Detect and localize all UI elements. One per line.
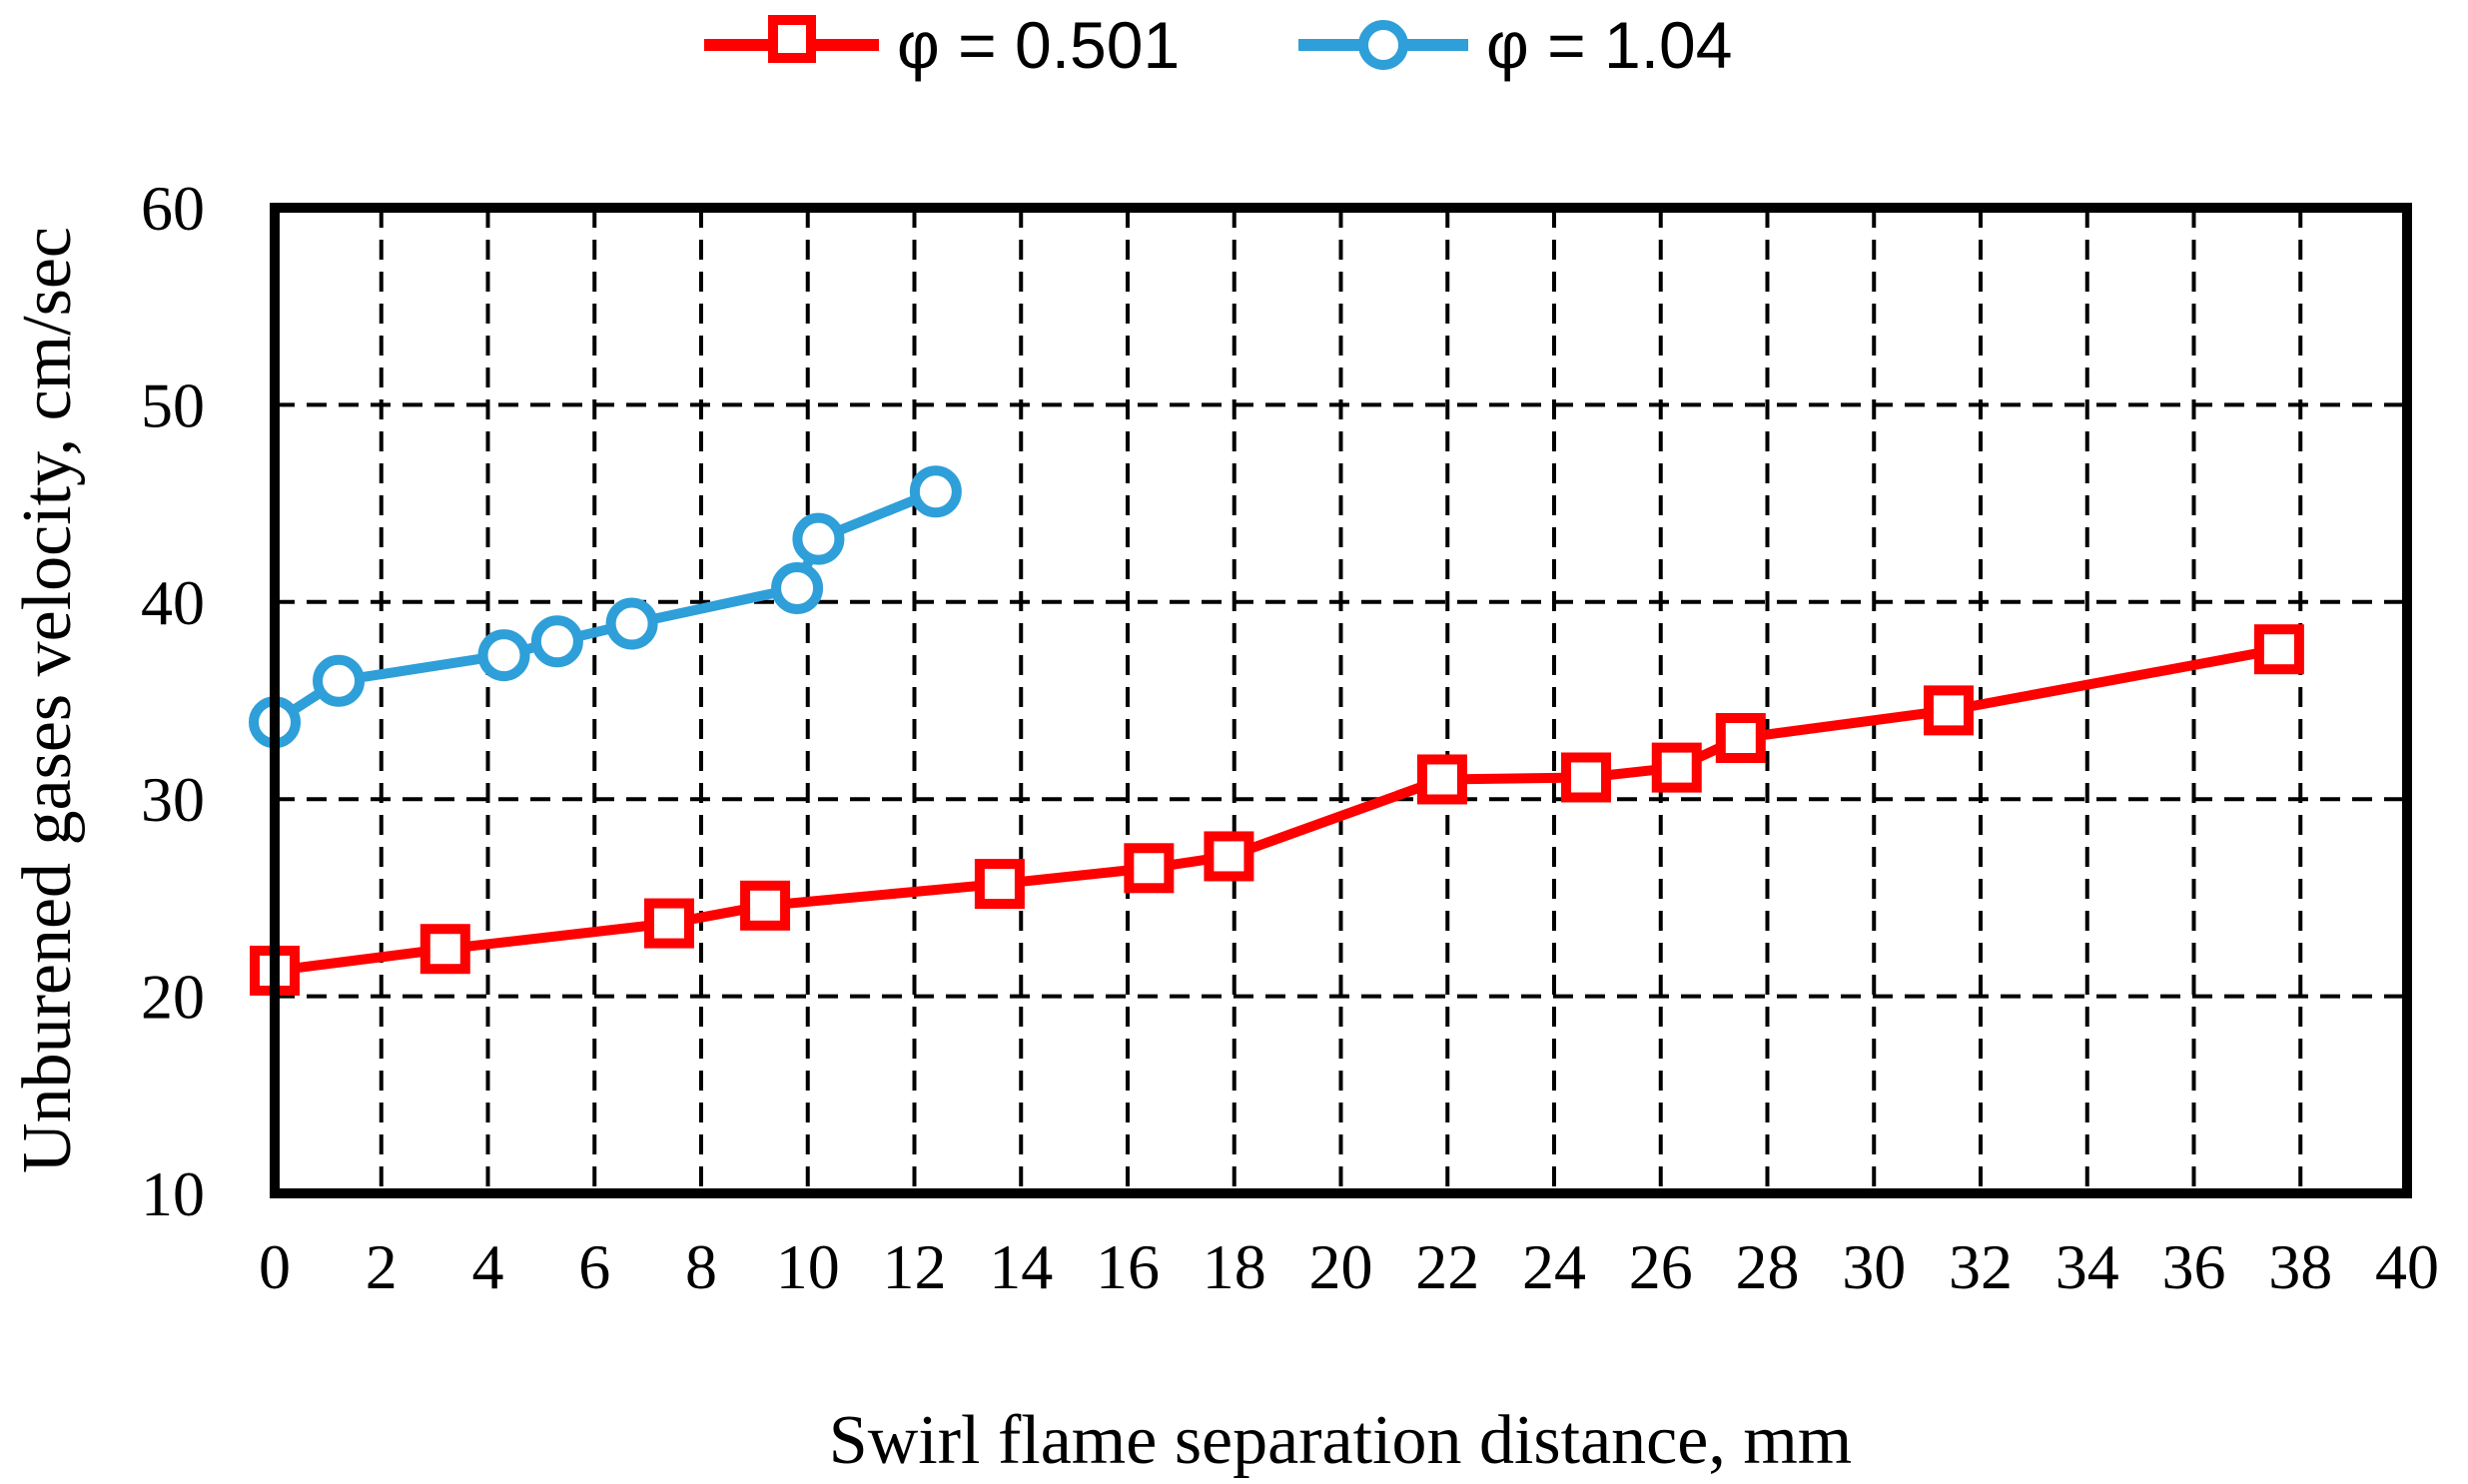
legend-label-series-1: φ = 0.501 <box>897 8 1180 82</box>
legend-marker-circle <box>1358 20 1408 70</box>
data-point-square <box>1561 752 1612 803</box>
legend-item-series-2: φ = 1.04 <box>1298 8 1732 82</box>
data-point-square <box>1715 713 1766 764</box>
data-point-square <box>419 924 470 975</box>
y-axis-title: Unburened gases velocity, cm/sec <box>9 227 86 1173</box>
data-point-circle <box>530 615 583 668</box>
x-tick-label: 36 <box>2162 1231 2226 1302</box>
x-tick-label: 16 <box>1096 1231 1160 1302</box>
data-point-square <box>643 898 694 949</box>
data-point-square <box>740 880 791 931</box>
x-tick-label: 4 <box>472 1231 504 1302</box>
y-tick-label: 10 <box>141 1158 205 1229</box>
data-point-square <box>1651 742 1702 793</box>
data-point-circle <box>792 512 845 565</box>
x-tick-label: 0 <box>259 1231 291 1302</box>
legend-marker-square <box>768 15 816 63</box>
data-point-circle <box>909 465 962 518</box>
x-tick-label: 10 <box>776 1231 840 1302</box>
x-axis-title: Swirl flame separation distance, mm <box>829 1402 1852 1479</box>
data-point-circle <box>771 561 824 614</box>
x-tick-label: 40 <box>2375 1231 2439 1302</box>
legend: φ = 0.501 φ = 1.04 <box>704 8 1732 82</box>
x-tick-label: 38 <box>2268 1231 2332 1302</box>
data-point-circle <box>477 629 530 682</box>
data-point-square <box>2253 624 2304 675</box>
series-line-1 <box>274 644 2280 976</box>
y-tick-label: 20 <box>141 962 205 1033</box>
x-tick-label: 24 <box>1522 1231 1586 1302</box>
legend-label-series-2: φ = 1.04 <box>1486 8 1732 82</box>
y-tick-label: 30 <box>141 764 205 835</box>
data-point-square <box>1204 831 1254 882</box>
x-tick-label: 32 <box>1949 1231 2013 1302</box>
x-tick-label: 22 <box>1415 1231 1479 1302</box>
x-tick-label: 34 <box>2056 1231 2119 1302</box>
x-tick-label: 14 <box>989 1231 1053 1302</box>
legend-item-series-1: φ = 0.501 <box>704 8 1180 82</box>
data-point-square <box>1416 754 1467 805</box>
x-tick-label: 28 <box>1736 1231 1800 1302</box>
x-tick-label: 20 <box>1309 1231 1373 1302</box>
x-tick-label: 2 <box>366 1231 398 1302</box>
y-tick-label: 40 <box>141 567 205 638</box>
grid-lines <box>275 208 2407 1193</box>
data-point-square <box>1923 685 1974 736</box>
y-tick-labels: 10 20 30 40 50 60 <box>141 173 205 1229</box>
plot-series <box>249 465 2304 996</box>
x-tick-labels: 0 2 4 6 8 10 12 14 16 18 20 22 24 26 28 30 32 34 36 38 40 <box>259 1231 2439 1302</box>
x-tick-label: 6 <box>578 1231 610 1302</box>
x-tick-label: 18 <box>1203 1231 1266 1302</box>
x-tick-label: 8 <box>685 1231 717 1302</box>
y-tick-label: 60 <box>141 173 205 244</box>
data-point-circle <box>605 597 658 650</box>
x-tick-label: 26 <box>1629 1231 1693 1302</box>
plot-frame <box>270 203 2412 1198</box>
data-point-square <box>1124 843 1175 894</box>
data-point-square <box>974 859 1025 910</box>
y-tick-label: 50 <box>141 370 205 440</box>
data-point-circle <box>313 654 366 707</box>
x-tick-label: 30 <box>1842 1231 1906 1302</box>
x-tick-label: 12 <box>883 1231 947 1302</box>
